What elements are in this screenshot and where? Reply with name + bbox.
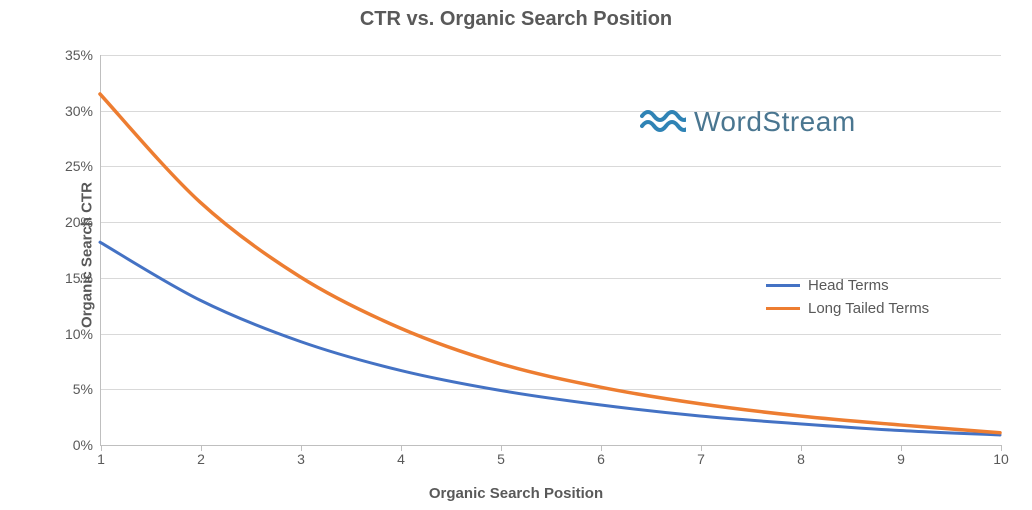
legend-item: Head Terms [766, 277, 929, 294]
x-tick-label: 5 [497, 445, 505, 467]
y-tick-label: 20% [65, 214, 101, 230]
x-tick-label: 1 [97, 445, 105, 467]
legend-label: Long Tailed Terms [808, 300, 929, 317]
series-svg [100, 55, 1000, 445]
legend-swatch [766, 284, 800, 287]
brand-watermark: WordStream [640, 106, 856, 139]
wave-icon [640, 106, 686, 139]
series-line [100, 242, 1000, 435]
x-tick-label: 9 [897, 445, 905, 467]
x-tick-label: 6 [597, 445, 605, 467]
legend-item: Long Tailed Terms [766, 300, 929, 317]
y-tick-label: 15% [65, 270, 101, 286]
chart-title: CTR vs. Organic Search Position [0, 8, 1032, 31]
y-tick-label: 5% [73, 381, 101, 397]
legend-label: Head Terms [808, 277, 889, 294]
series-line [100, 94, 1000, 433]
y-tick-label: 35% [65, 47, 101, 63]
chart-container: CTR vs. Organic Search Position Organic … [0, 0, 1032, 510]
x-tick-label: 3 [297, 445, 305, 467]
legend-swatch [766, 307, 800, 310]
x-tick-label: 7 [697, 445, 705, 467]
plot-area: 0%5%10%15%20%25%30%35%12345678910 WordSt… [100, 55, 1000, 445]
y-tick-label: 30% [65, 103, 101, 119]
x-tick-label: 8 [797, 445, 805, 467]
y-axis-label: Organic Search CTR [78, 182, 95, 328]
y-tick-label: 10% [65, 326, 101, 342]
x-tick-label: 10 [993, 445, 1009, 467]
x-tick-label: 2 [197, 445, 205, 467]
x-axis-label: Organic Search Position [0, 485, 1032, 502]
brand-text: WordStream [694, 106, 856, 138]
y-tick-label: 25% [65, 158, 101, 174]
legend: Head Terms Long Tailed Terms [766, 277, 929, 323]
x-tick-label: 4 [397, 445, 405, 467]
